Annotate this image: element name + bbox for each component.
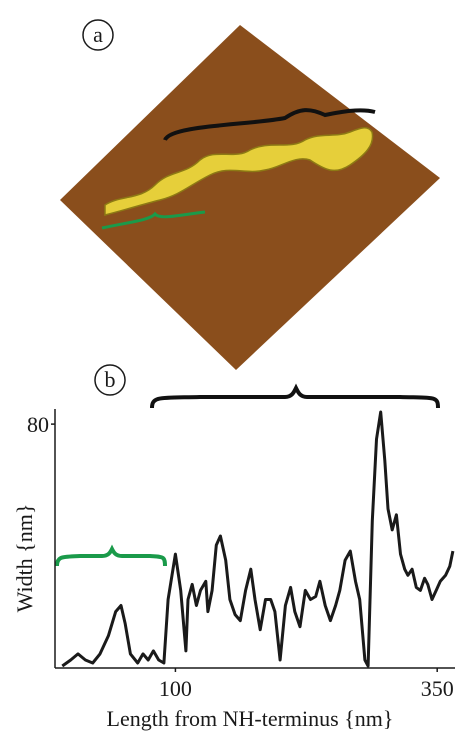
- brace-black: [150, 383, 440, 409]
- x-tick-label: 100: [159, 676, 192, 701]
- afm-surface: [60, 25, 440, 370]
- x-axis-title: Length from NH-terminus {nm}: [107, 706, 394, 731]
- afm-image: a: [60, 19, 440, 370]
- panel-circle: [94, 364, 126, 396]
- brace-black: [163, 108, 376, 142]
- panel-label: a: [93, 22, 103, 47]
- y-axis-title: Width {nm}: [12, 504, 37, 613]
- brace-green: [101, 210, 206, 230]
- plot: 80 100 350: [27, 409, 455, 701]
- panel-label: b: [105, 367, 116, 392]
- data-line: [61, 410, 455, 668]
- brace-green: [55, 544, 167, 567]
- filament: [104, 127, 374, 216]
- panel-circle: [82, 19, 114, 51]
- x-tick-label: 350: [421, 676, 454, 701]
- y-tick-label: 80: [27, 412, 49, 437]
